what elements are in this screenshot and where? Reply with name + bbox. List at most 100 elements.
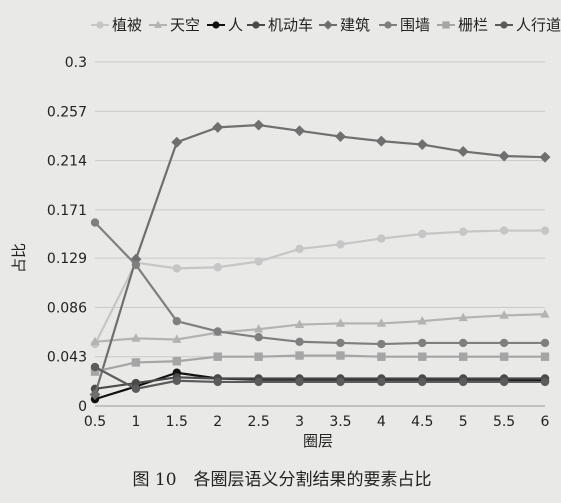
data-point [499, 226, 509, 235]
y-tick-label: 0.171 [47, 203, 87, 219]
data-point [253, 119, 265, 131]
data-point [458, 338, 468, 348]
legend-label: 机动车 [268, 16, 313, 34]
data-point [540, 309, 550, 318]
data-point [131, 333, 141, 342]
data-point [90, 336, 100, 346]
data-point [172, 316, 182, 326]
series-layer [89, 119, 551, 404]
data-point [499, 310, 509, 319]
data-point [295, 351, 304, 360]
x-tick-label: 3 [295, 414, 304, 430]
data-point [336, 351, 345, 360]
series-8 [90, 362, 550, 393]
data-point [458, 312, 468, 322]
data-point [458, 227, 468, 236]
series-line [94, 221, 545, 346]
data-point [458, 352, 468, 361]
y-tick-label: 0.214 [47, 154, 87, 170]
data-point [416, 139, 428, 151]
x-tick-label: 2.5 [248, 414, 270, 430]
data-point [131, 260, 141, 270]
legend-label: 植被 [112, 16, 142, 34]
data-point [418, 229, 427, 239]
data-point [172, 357, 182, 366]
data-point [172, 334, 182, 343]
legend-label: 天空 [170, 16, 200, 34]
data-point [376, 318, 386, 327]
x-axis: 0.5 1 1.5 2 2.5 3 3.5 4 4.5 5 5.5 6 [84, 405, 550, 430]
data-point [499, 338, 509, 348]
data-point [89, 389, 101, 400]
data-point [540, 338, 550, 348]
data-point [377, 234, 386, 243]
legend-marker [384, 21, 392, 29]
legend-item: 栅栏 [437, 16, 488, 34]
data-point [458, 377, 468, 387]
data-point [377, 377, 386, 387]
data-point [172, 376, 182, 385]
legend-label: 建筑 [340, 16, 370, 34]
series-6 [90, 218, 550, 349]
legend-item: 天空 [149, 16, 200, 34]
legend-label: 人行道 [516, 16, 561, 34]
x-tick-label: 4.5 [411, 414, 433, 430]
y-tick-label: 0.086 [47, 300, 87, 316]
x-tick-label: 1.5 [166, 414, 188, 430]
y-axis: 0 0.043 0.086 0.129 0.171 0.214 0.257 0.3 [47, 55, 87, 415]
legend-item: 围墙 [379, 16, 430, 34]
data-point [254, 324, 264, 333]
data-point [213, 377, 222, 387]
data-point [499, 352, 509, 361]
series-line [94, 354, 545, 373]
legend-marker [96, 21, 104, 29]
legend-label: 人 [228, 16, 243, 34]
legend-item: 人 [207, 16, 243, 34]
x-tick-label: 5 [459, 414, 468, 430]
data-point [540, 226, 550, 235]
x-tick-label: 1 [131, 414, 140, 430]
data-point [254, 257, 263, 266]
x-tick-label: 4 [377, 414, 386, 430]
data-point [90, 367, 100, 376]
legend-marker [500, 21, 508, 29]
data-point [418, 352, 427, 361]
legend: 植被 天空 人 机动车 建筑 围墙 栅栏 人行道 [91, 16, 561, 34]
data-point [90, 362, 100, 372]
data-point [418, 377, 427, 387]
series-line [94, 376, 545, 390]
data-point [294, 125, 306, 137]
data-point [334, 131, 346, 142]
series-7 [90, 351, 550, 376]
legend-label: 栅栏 [458, 16, 488, 34]
data-point [375, 135, 387, 147]
y-tick-label: 0.3 [65, 55, 87, 71]
data-point [377, 352, 386, 361]
data-point [418, 338, 427, 348]
y-tick-label: 0.257 [47, 104, 87, 120]
legend-marker [323, 20, 333, 30]
data-point [294, 319, 305, 328]
series-line [94, 313, 546, 343]
data-point [499, 377, 509, 387]
legend-marker [252, 21, 260, 29]
figure-caption: 图 10 各圈层语义分割结果的要素占比 [132, 470, 431, 490]
legend-marker [212, 21, 220, 29]
data-point [295, 244, 304, 254]
y-tick-label: 0.129 [47, 251, 87, 267]
data-point [213, 327, 222, 336]
data-point [213, 352, 222, 361]
series-line [94, 229, 545, 345]
data-point [212, 121, 224, 133]
x-tick-label: 2 [213, 414, 222, 430]
data-point [254, 352, 263, 361]
data-point [171, 136, 183, 148]
legend-item: 植被 [91, 16, 142, 34]
data-point [295, 337, 304, 346]
data-point [295, 377, 304, 387]
data-point [417, 316, 427, 325]
x-tick-label: 3.5 [329, 414, 351, 430]
legend-marker [442, 21, 450, 29]
data-point [540, 377, 550, 387]
